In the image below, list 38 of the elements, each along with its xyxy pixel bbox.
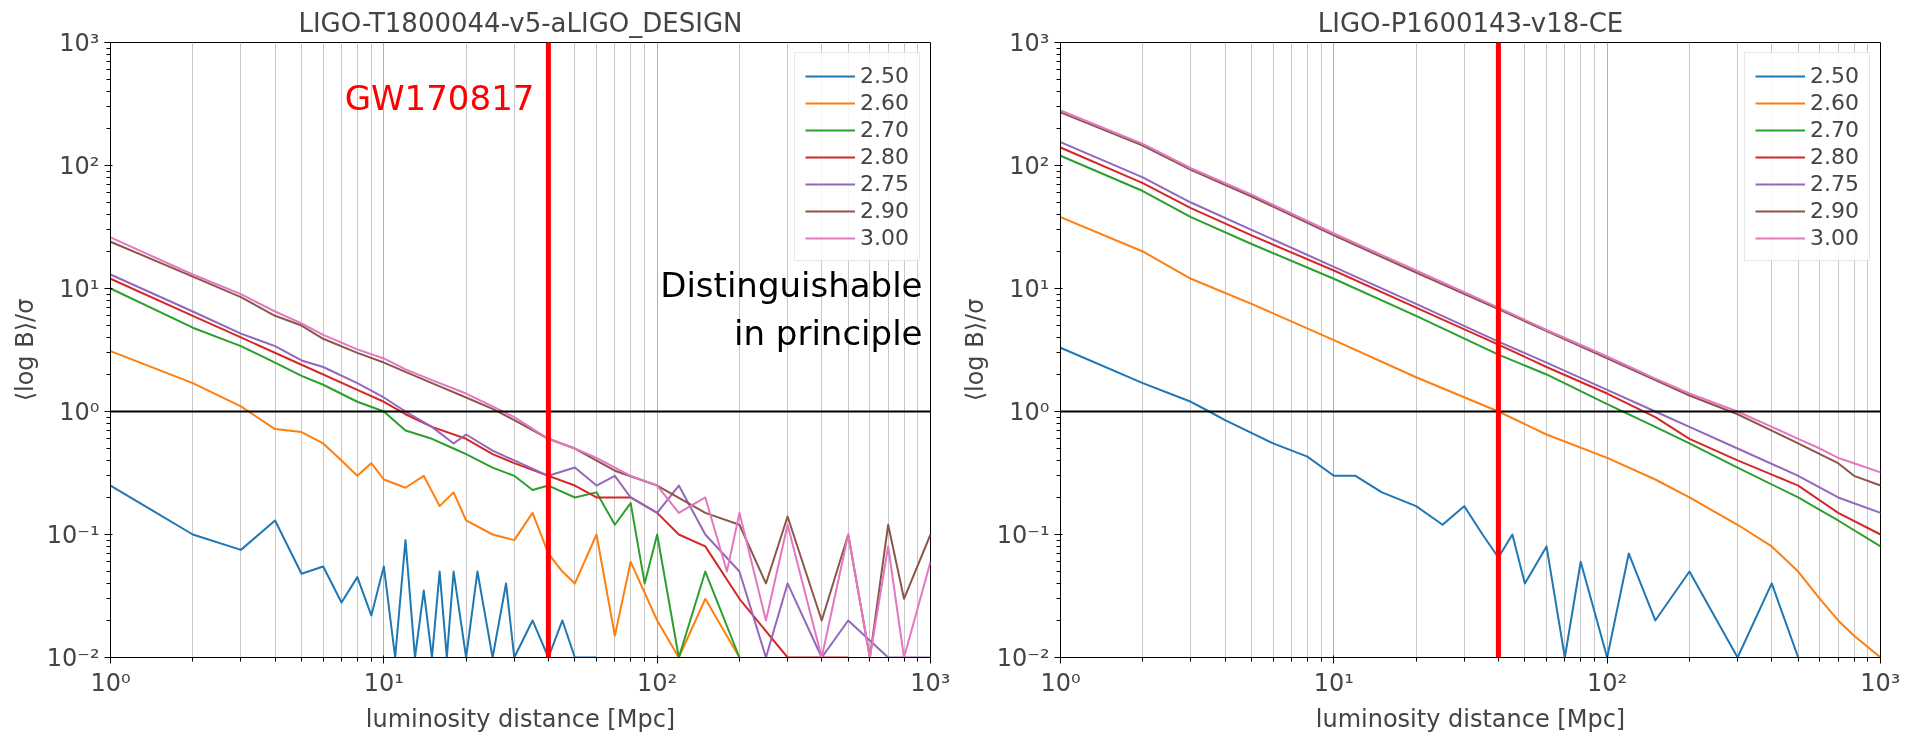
- legend-label: 2.80: [860, 144, 909, 169]
- legend-label: 2.75: [860, 171, 909, 196]
- ref-line-label: GW170817: [344, 77, 535, 118]
- legend-label: 2.70: [860, 117, 909, 142]
- legend-label: 3.00: [1810, 225, 1859, 250]
- x-tick-label: 10¹: [363, 668, 404, 697]
- x-axis-title: luminosity distance [Mpc]: [1315, 704, 1626, 733]
- x-tick-label: 10²: [637, 668, 678, 697]
- legend-label: 2.90: [860, 198, 909, 223]
- legend-label: 2.80: [1810, 144, 1859, 169]
- y-tick-label: 10³: [59, 28, 100, 57]
- legend-label: 3.00: [860, 225, 909, 250]
- y-tick-label: 10¹: [1009, 274, 1050, 303]
- chart-title: LIGO-P1600143-v18-CE: [1317, 7, 1624, 38]
- legend-label: 2.75: [1810, 171, 1859, 196]
- chart-title: LIGO-T1800044-v5-aLIGO_DESIGN: [298, 7, 743, 38]
- x-tick-label: 10³: [910, 668, 951, 697]
- annotation: Distinguishable in principle: [660, 264, 923, 353]
- x-axis-title: luminosity distance [Mpc]: [365, 704, 676, 733]
- legend-label: 2.50: [1810, 63, 1859, 88]
- y-tick-label: 10²: [59, 151, 100, 180]
- y-tick-label: 10⁻¹: [996, 520, 1050, 549]
- legend-label: 2.50: [860, 63, 909, 88]
- y-axis-title: ⟨log B⟩/σ: [10, 298, 39, 402]
- legend-label: 2.90: [1810, 198, 1859, 223]
- legend-label: 2.70: [1810, 117, 1859, 142]
- x-tick-label: 10³: [1860, 668, 1901, 697]
- y-tick-label: 10¹: [59, 274, 100, 303]
- y-tick-label: 10⁰: [59, 397, 100, 426]
- x-tick-label: 10²: [1587, 668, 1628, 697]
- y-tick-label: 10⁻¹: [46, 520, 100, 549]
- y-axis-title: ⟨log B⟩/σ: [960, 298, 989, 402]
- x-tick-label: 10¹: [1313, 668, 1354, 697]
- legend-label: 2.60: [860, 90, 909, 115]
- y-tick-label: 10⁰: [1009, 397, 1050, 426]
- y-tick-label: 10²: [1009, 151, 1050, 180]
- legend-label: 2.60: [1810, 90, 1859, 115]
- y-tick-label: 10³: [1009, 28, 1050, 57]
